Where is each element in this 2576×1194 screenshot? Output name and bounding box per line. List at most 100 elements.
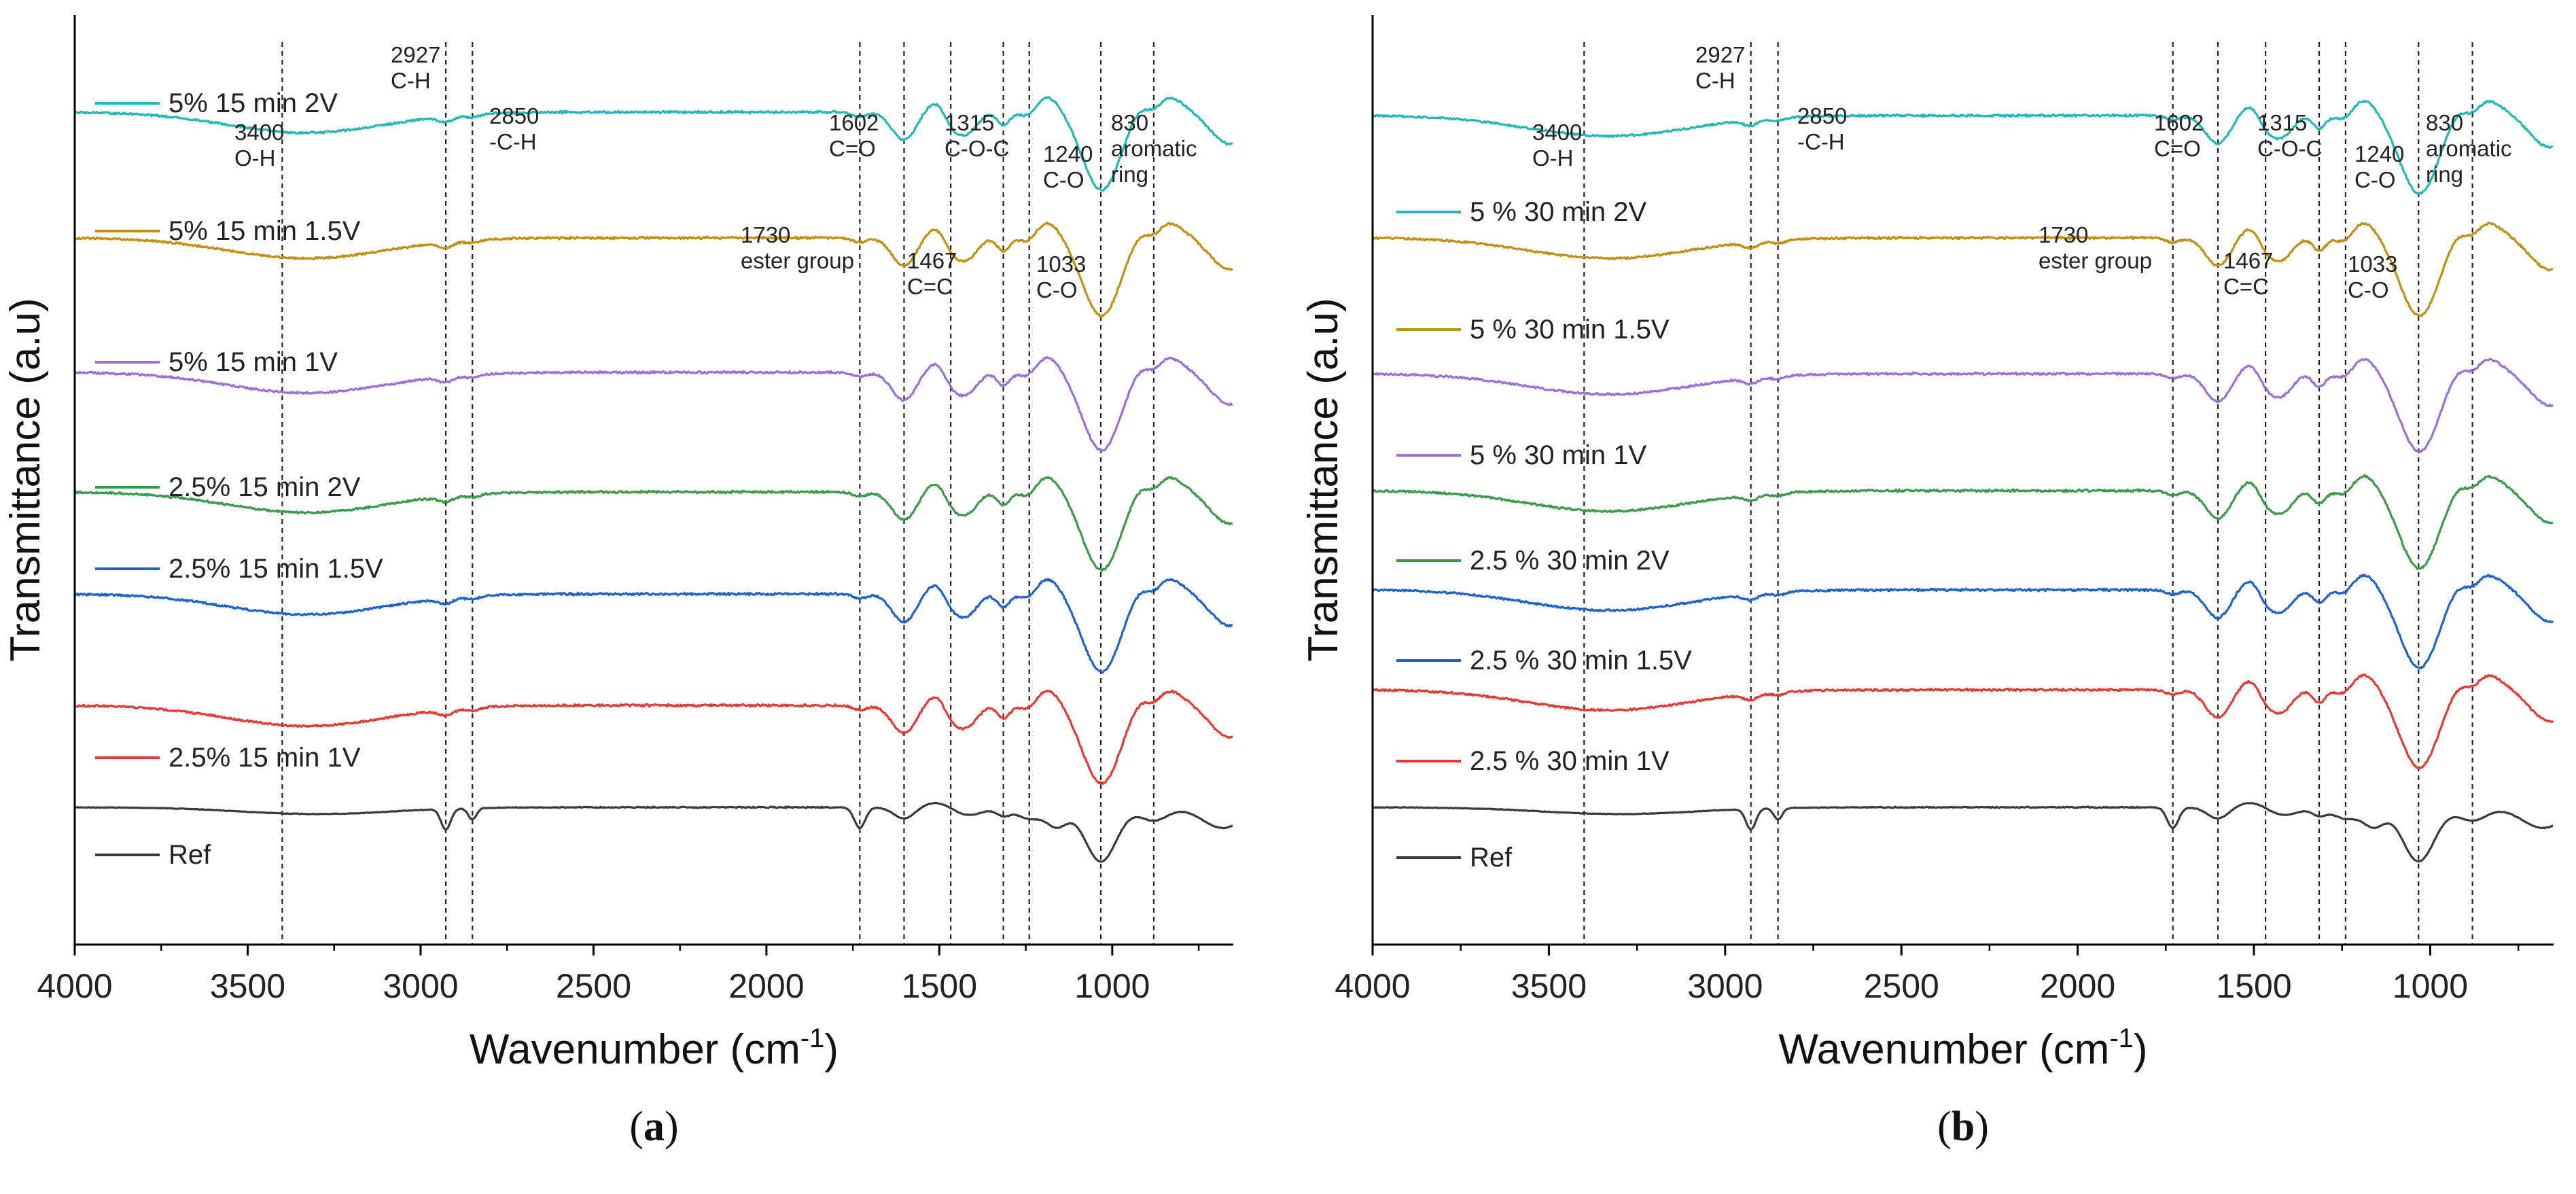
x-axis-title: Wavenumber (cm-1) <box>1778 1023 2147 1073</box>
panel-label-letter: a <box>643 1104 665 1150</box>
peak-annotation-line: 1315 <box>2257 110 2307 135</box>
series-line <box>74 96 1233 192</box>
x-tick-label: 2000 <box>728 967 804 1005</box>
peak-annotation-line: 1240 <box>1043 141 1093 166</box>
peak-annotation: 1240 C-O <box>2354 141 2404 192</box>
peak-annotation-line: C-H <box>1695 68 1735 93</box>
peak-annotation-line: -C-H <box>489 129 537 154</box>
peak-annotation: 2850 -C-H <box>489 103 539 154</box>
peak-annotation-line: 2927 <box>1695 42 1745 67</box>
peak-annotation-line: C-O <box>1036 277 1078 302</box>
series-line <box>73 356 1233 452</box>
panel-label-close: ) <box>1975 1104 1989 1150</box>
peak-annotation-line: 830 <box>2426 110 2463 135</box>
peak-annotation-line: C=C <box>907 274 953 299</box>
x-axis-title: Wavenumber (cm-1) <box>470 1023 839 1073</box>
legend-entry: 5% 15 min 1V <box>169 347 338 377</box>
x-axis-title-superscript: -1 <box>800 1023 825 1053</box>
legend-entry: Ref <box>1470 843 1513 873</box>
peak-annotation: 1602 C=O <box>2154 110 2204 161</box>
peak-annotation: 2850 -C-H <box>1797 103 1847 154</box>
peak-annotation: 1467 C=C <box>2223 248 2273 299</box>
peak-annotation-line: C-O <box>2348 277 2389 302</box>
peak-annotation-line: C=C <box>2223 274 2269 299</box>
series-line <box>1372 574 2554 669</box>
peak-annotation-line: 1240 <box>2354 141 2404 166</box>
peak-annotation-line: 1602 <box>2154 110 2204 135</box>
legend-entry: 2.5% 15 min 1.5V <box>169 554 383 584</box>
series-line <box>1372 357 2554 453</box>
series-line <box>1371 673 2554 769</box>
panel-label-open: ( <box>629 1104 643 1150</box>
chart-panel-b: Ref 2.5 % 30 min 1V 2.5 % 30 min 1.5V 2.5 %… <box>1300 15 2554 1150</box>
peak-annotation: 2927 C-H <box>1695 42 1745 93</box>
peak-annotation: 1315 C-O-C <box>2257 110 2322 161</box>
peak-annotation-line: 830 <box>1111 110 1148 135</box>
series-line <box>74 801 1233 863</box>
peak-annotation: 1240 C-O <box>1043 141 1093 192</box>
peak-annotation-line: 2850 <box>489 103 539 128</box>
peak-annotation-line: ring <box>2426 162 2463 187</box>
peak-annotation-line: C=O <box>829 136 876 161</box>
peak-annotation-line: 3400 <box>1532 120 1582 145</box>
panel-label-close: ) <box>665 1104 679 1150</box>
peak-annotation-line: O-H <box>234 145 276 171</box>
x-tick-label: 3500 <box>210 967 285 1005</box>
x-tick-label: 3000 <box>383 967 458 1005</box>
x-tick-label: 1500 <box>2216 967 2291 1005</box>
x-axis-title-close: ) <box>2134 1026 2148 1073</box>
peak-annotation-line: 1467 <box>907 248 957 273</box>
peak-annotation-line: O-H <box>1532 145 1574 171</box>
x-axis-title-superscript: -1 <box>2109 1023 2134 1053</box>
chart-panel-a: Ref 2.5% 15 min 1V 2.5% 15 min 1.5V 2.5% 15… <box>2 15 1233 1150</box>
peak-annotation-line: C-O <box>1043 167 1084 192</box>
peak-annotation-line: 1467 <box>2223 248 2273 273</box>
series-line <box>1371 99 2554 195</box>
peak-annotation-line: C-O-C <box>945 136 1009 161</box>
x-axis-title-close: ) <box>824 1026 839 1073</box>
legend-entry: 2.5% 15 min 1V <box>169 743 361 773</box>
series-line <box>74 689 1233 785</box>
series-line <box>1371 222 2554 317</box>
peak-annotation-line: C-H <box>391 68 431 93</box>
peak-annotation: 1602 C=O <box>829 110 879 161</box>
peak-annotation-line: 1730 <box>741 222 790 247</box>
x-tick-label: 1500 <box>902 967 977 1005</box>
peak-annotation-line: 1602 <box>829 110 879 135</box>
legend-entry: 2.5 % 30 min 1V <box>1470 746 1670 776</box>
peak-annotation-line: aromatic <box>2426 136 2512 161</box>
peak-annotation: 1315 C-O-C <box>945 110 1009 161</box>
peak-annotation-line: aromatic <box>1111 136 1197 161</box>
legend-entry: 5% 15 min 2V <box>169 88 338 118</box>
y-axis-title: Transmittance (a.u) <box>1300 298 1347 661</box>
legend-entry: 2.5% 15 min 2V <box>169 472 361 502</box>
x-tick-label: 1000 <box>2393 967 2468 1005</box>
peak-annotation-line: 2850 <box>1797 103 1847 128</box>
peak-annotation-line: 1033 <box>2348 251 2397 277</box>
legend-entry: Ref <box>169 840 211 870</box>
peak-annotation-line: -C-H <box>1797 129 1845 154</box>
peak-annotation: 1730 ester group <box>2039 222 2152 273</box>
peak-annotation-line: C-O <box>2354 167 2396 192</box>
peak-annotation: 1033 C-O <box>1036 251 1086 302</box>
peak-annotation: 3400 O-H <box>1532 120 1582 171</box>
legend-entry: 2.5 % 30 min 1.5V <box>1470 646 1692 675</box>
series-line <box>1372 474 2554 570</box>
peak-annotation: 3400 O-H <box>234 120 284 171</box>
peak-annotation: 830 aromatic ring <box>2426 110 2512 187</box>
x-tick-label: 2000 <box>2040 967 2115 1005</box>
peak-annotation: 2927 C-H <box>391 42 440 93</box>
series-line <box>74 221 1233 318</box>
peak-annotation: 830 aromatic ring <box>1111 110 1197 187</box>
x-tick-label: 2500 <box>556 967 631 1005</box>
peak-annotation-line: ester group <box>2039 248 2152 273</box>
peak-annotation-line: C-O-C <box>2257 136 2322 161</box>
panel-label-open: ( <box>1937 1104 1952 1150</box>
series-line <box>74 476 1233 572</box>
series-line <box>1372 802 2554 863</box>
panel-label-letter: b <box>1952 1104 1975 1150</box>
legend-entry: 2.5 % 30 min 2V <box>1470 546 1670 576</box>
peak-annotation: 1730 ester group <box>741 222 854 273</box>
legend-entry: 5 % 30 min 2V <box>1470 197 1646 227</box>
